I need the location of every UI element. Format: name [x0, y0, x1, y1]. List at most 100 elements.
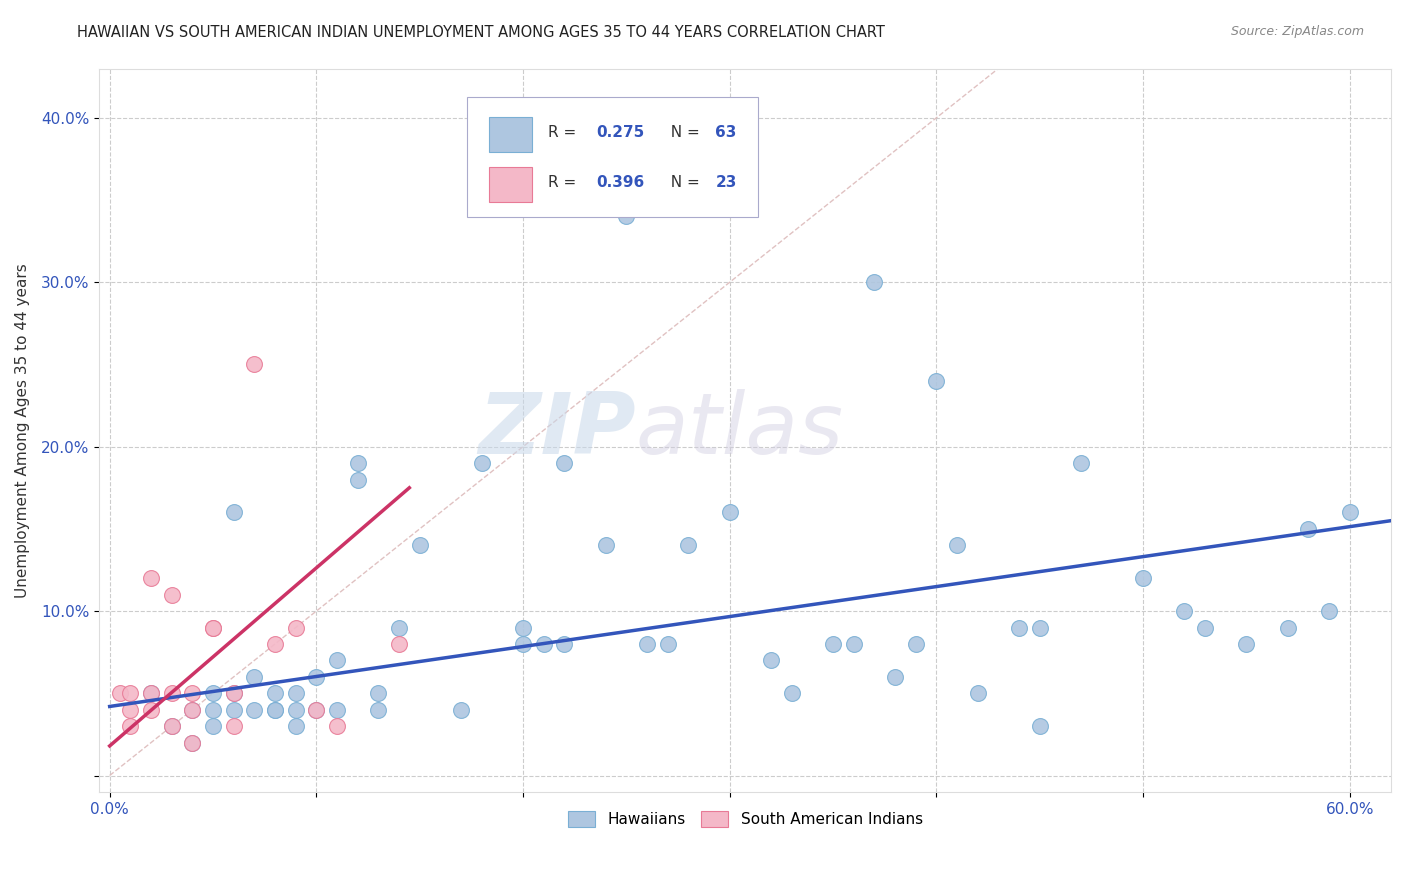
Point	[222, 703, 245, 717]
Point	[181, 703, 204, 717]
Point	[388, 637, 411, 651]
Point	[201, 686, 224, 700]
Point	[553, 637, 575, 651]
Point	[222, 719, 245, 733]
Text: N =: N =	[661, 125, 704, 140]
FancyBboxPatch shape	[489, 168, 531, 202]
Point	[678, 538, 700, 552]
Point	[305, 703, 328, 717]
Point	[780, 686, 803, 700]
Point	[946, 538, 969, 552]
Point	[326, 719, 349, 733]
Point	[139, 686, 162, 700]
Text: ZIP: ZIP	[478, 389, 636, 472]
Point	[1234, 637, 1257, 651]
Legend: Hawaiians, South American Indians: Hawaiians, South American Indians	[560, 804, 931, 835]
Point	[139, 571, 162, 585]
Point	[326, 703, 349, 717]
Text: atlas: atlas	[636, 389, 844, 472]
Point	[1277, 621, 1299, 635]
Point	[284, 686, 307, 700]
Point	[120, 703, 142, 717]
Point	[595, 538, 617, 552]
Point	[966, 686, 988, 700]
Point	[925, 374, 948, 388]
Text: HAWAIIAN VS SOUTH AMERICAN INDIAN UNEMPLOYMENT AMONG AGES 35 TO 44 YEARS CORRELA: HAWAIIAN VS SOUTH AMERICAN INDIAN UNEMPL…	[77, 25, 886, 40]
Point	[264, 686, 287, 700]
Text: 63: 63	[716, 125, 737, 140]
Point	[1298, 522, 1320, 536]
Point	[759, 653, 782, 667]
Point	[884, 670, 907, 684]
Point	[346, 456, 368, 470]
Point	[1339, 505, 1361, 519]
Point	[388, 621, 411, 635]
Point	[181, 736, 204, 750]
Point	[243, 358, 266, 372]
Point	[1028, 719, 1050, 733]
Point	[201, 719, 224, 733]
Point	[181, 686, 204, 700]
Point	[243, 703, 266, 717]
Point	[1194, 621, 1216, 635]
Point	[201, 703, 224, 717]
Point	[264, 703, 287, 717]
Point	[160, 719, 183, 733]
Point	[326, 653, 349, 667]
Point	[222, 505, 245, 519]
Point	[243, 670, 266, 684]
Text: 0.275: 0.275	[596, 125, 645, 140]
Point	[284, 621, 307, 635]
Point	[305, 670, 328, 684]
Point	[181, 703, 204, 717]
Point	[264, 703, 287, 717]
Point	[863, 275, 886, 289]
Text: R =: R =	[547, 176, 581, 190]
Point	[512, 621, 534, 635]
FancyBboxPatch shape	[489, 117, 531, 152]
Point	[160, 588, 183, 602]
Point	[1008, 621, 1031, 635]
Text: R =: R =	[547, 125, 581, 140]
Point	[120, 686, 142, 700]
Text: Source: ZipAtlas.com: Source: ZipAtlas.com	[1230, 25, 1364, 38]
Point	[222, 686, 245, 700]
Point	[120, 719, 142, 733]
Point	[367, 686, 389, 700]
Point	[346, 473, 368, 487]
Point	[657, 637, 679, 651]
Point	[139, 686, 162, 700]
Point	[1028, 621, 1050, 635]
Point	[821, 637, 844, 651]
Y-axis label: Unemployment Among Ages 35 to 44 years: Unemployment Among Ages 35 to 44 years	[15, 263, 30, 598]
Point	[471, 456, 494, 470]
Point	[1132, 571, 1154, 585]
Point	[718, 505, 741, 519]
Point	[367, 703, 389, 717]
Point	[201, 621, 224, 635]
Point	[222, 686, 245, 700]
Point	[1173, 604, 1195, 618]
Point	[160, 686, 183, 700]
Point	[201, 621, 224, 635]
Point	[842, 637, 865, 651]
Point	[1317, 604, 1340, 618]
Point	[264, 637, 287, 651]
Point	[108, 686, 131, 700]
Text: N =: N =	[661, 176, 704, 190]
Text: 23: 23	[716, 176, 737, 190]
Point	[305, 703, 328, 717]
Point	[553, 456, 575, 470]
Point	[408, 538, 430, 552]
Point	[160, 719, 183, 733]
Point	[181, 736, 204, 750]
Point	[533, 637, 555, 651]
Point	[1070, 456, 1092, 470]
Point	[636, 637, 658, 651]
Point	[904, 637, 927, 651]
Point	[512, 637, 534, 651]
Point	[450, 703, 472, 717]
Text: 0.396: 0.396	[596, 176, 645, 190]
Point	[284, 719, 307, 733]
Point	[614, 210, 637, 224]
